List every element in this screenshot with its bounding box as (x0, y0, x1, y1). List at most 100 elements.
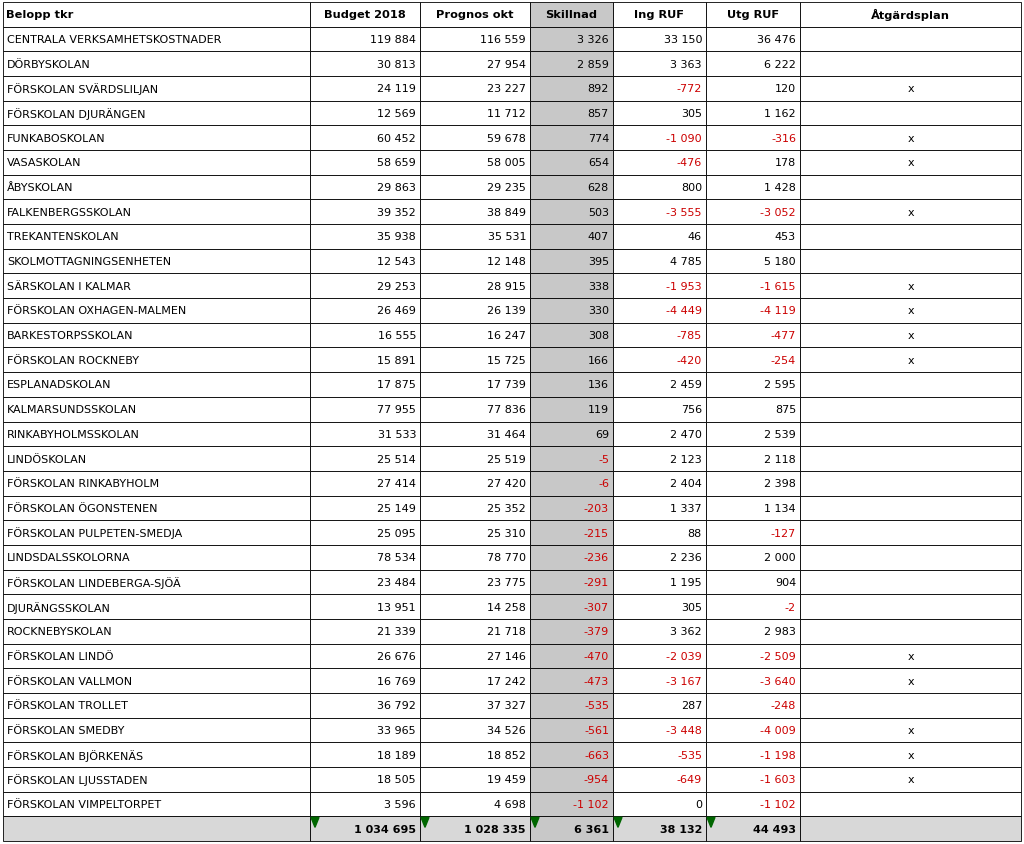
Text: 857: 857 (588, 109, 609, 119)
Text: 2 459: 2 459 (670, 380, 702, 390)
Bar (613, 422, 706, 446)
Text: x: x (907, 749, 913, 760)
Text: 1 337: 1 337 (671, 503, 702, 513)
Text: 407: 407 (588, 232, 609, 242)
Bar (310, 792, 420, 816)
Bar (613, 693, 706, 717)
Bar (706, 28, 800, 52)
Bar (613, 594, 706, 619)
Bar (310, 323, 420, 348)
Bar (420, 274, 530, 299)
Text: 756: 756 (681, 404, 702, 414)
Bar (800, 792, 1021, 816)
Bar (800, 323, 1021, 348)
Text: 26 139: 26 139 (487, 306, 526, 316)
Text: 2 404: 2 404 (670, 479, 702, 489)
Bar (530, 471, 613, 496)
Bar (800, 274, 1021, 299)
Polygon shape (311, 817, 319, 827)
Bar (530, 594, 613, 619)
Text: 1 162: 1 162 (764, 109, 796, 119)
Text: -215: -215 (584, 528, 609, 538)
Bar (3, 299, 310, 323)
Text: 0: 0 (695, 799, 702, 809)
Text: 16 555: 16 555 (378, 331, 416, 341)
Text: 78 770: 78 770 (487, 553, 526, 563)
Text: 26 676: 26 676 (377, 652, 416, 661)
Bar (613, 545, 706, 570)
Text: FÖRSKOLAN PULPETEN-SMEDJA: FÖRSKOLAN PULPETEN-SMEDJA (7, 527, 182, 538)
Bar (3, 545, 310, 570)
Text: FALKENBERGSSKOLAN: FALKENBERGSSKOLAN (7, 208, 132, 218)
Text: 4 785: 4 785 (670, 257, 702, 267)
Text: -785: -785 (677, 331, 702, 341)
Bar (800, 693, 1021, 717)
Bar (530, 250, 613, 274)
Text: -535: -535 (677, 749, 702, 760)
Text: 12 148: 12 148 (487, 257, 526, 267)
Bar (706, 151, 800, 176)
Bar (706, 545, 800, 570)
Bar (706, 200, 800, 225)
Text: 46: 46 (688, 232, 702, 242)
Bar (706, 373, 800, 398)
Text: -1 198: -1 198 (760, 749, 796, 760)
Text: -4 119: -4 119 (760, 306, 796, 316)
Bar (613, 644, 706, 668)
Bar (706, 127, 800, 151)
Text: -2 509: -2 509 (760, 652, 796, 661)
Bar (613, 3, 706, 28)
Bar (800, 471, 1021, 496)
Text: 1 195: 1 195 (671, 577, 702, 587)
Bar (530, 496, 613, 521)
Text: 23 227: 23 227 (487, 84, 526, 95)
Bar (310, 743, 420, 767)
Bar (420, 176, 530, 200)
Bar (310, 28, 420, 52)
Text: 21 718: 21 718 (487, 626, 526, 636)
Bar (613, 496, 706, 521)
Text: -420: -420 (677, 355, 702, 365)
Text: 27 414: 27 414 (377, 479, 416, 489)
Bar (800, 3, 1021, 28)
Bar (420, 496, 530, 521)
Text: 305: 305 (681, 109, 702, 119)
Text: 77 955: 77 955 (377, 404, 416, 414)
Bar (530, 127, 613, 151)
Text: 25 310: 25 310 (487, 528, 526, 538)
Bar (706, 743, 800, 767)
Bar (706, 398, 800, 422)
Text: FÖRSKOLAN ÖGONSTENEN: FÖRSKOLAN ÖGONSTENEN (7, 503, 158, 513)
Text: 33 150: 33 150 (664, 35, 702, 45)
Bar (613, 743, 706, 767)
Text: FÖRSKOLAN DJURÄNGEN: FÖRSKOLAN DJURÄNGEN (7, 108, 145, 120)
Text: 30 813: 30 813 (378, 60, 416, 69)
Bar (310, 299, 420, 323)
Bar (706, 299, 800, 323)
Bar (800, 398, 1021, 422)
Bar (530, 521, 613, 545)
Bar (310, 521, 420, 545)
Bar (420, 101, 530, 127)
Text: 1 428: 1 428 (764, 183, 796, 192)
Bar (420, 127, 530, 151)
Text: 25 095: 25 095 (377, 528, 416, 538)
Bar (613, 619, 706, 644)
Bar (420, 717, 530, 743)
Bar (420, 200, 530, 225)
Bar (800, 101, 1021, 127)
Text: 503: 503 (588, 208, 609, 218)
Bar (310, 52, 420, 77)
Bar (706, 521, 800, 545)
Text: -649: -649 (677, 775, 702, 784)
Text: -954: -954 (584, 775, 609, 784)
Text: 17 242: 17 242 (487, 676, 526, 686)
Text: 18 505: 18 505 (378, 775, 416, 784)
Text: 17 739: 17 739 (487, 380, 526, 390)
Text: 69: 69 (595, 430, 609, 440)
Bar (420, 348, 530, 373)
Text: 60 452: 60 452 (377, 133, 416, 143)
Bar (706, 446, 800, 471)
Text: 25 352: 25 352 (487, 503, 526, 513)
Bar (613, 200, 706, 225)
